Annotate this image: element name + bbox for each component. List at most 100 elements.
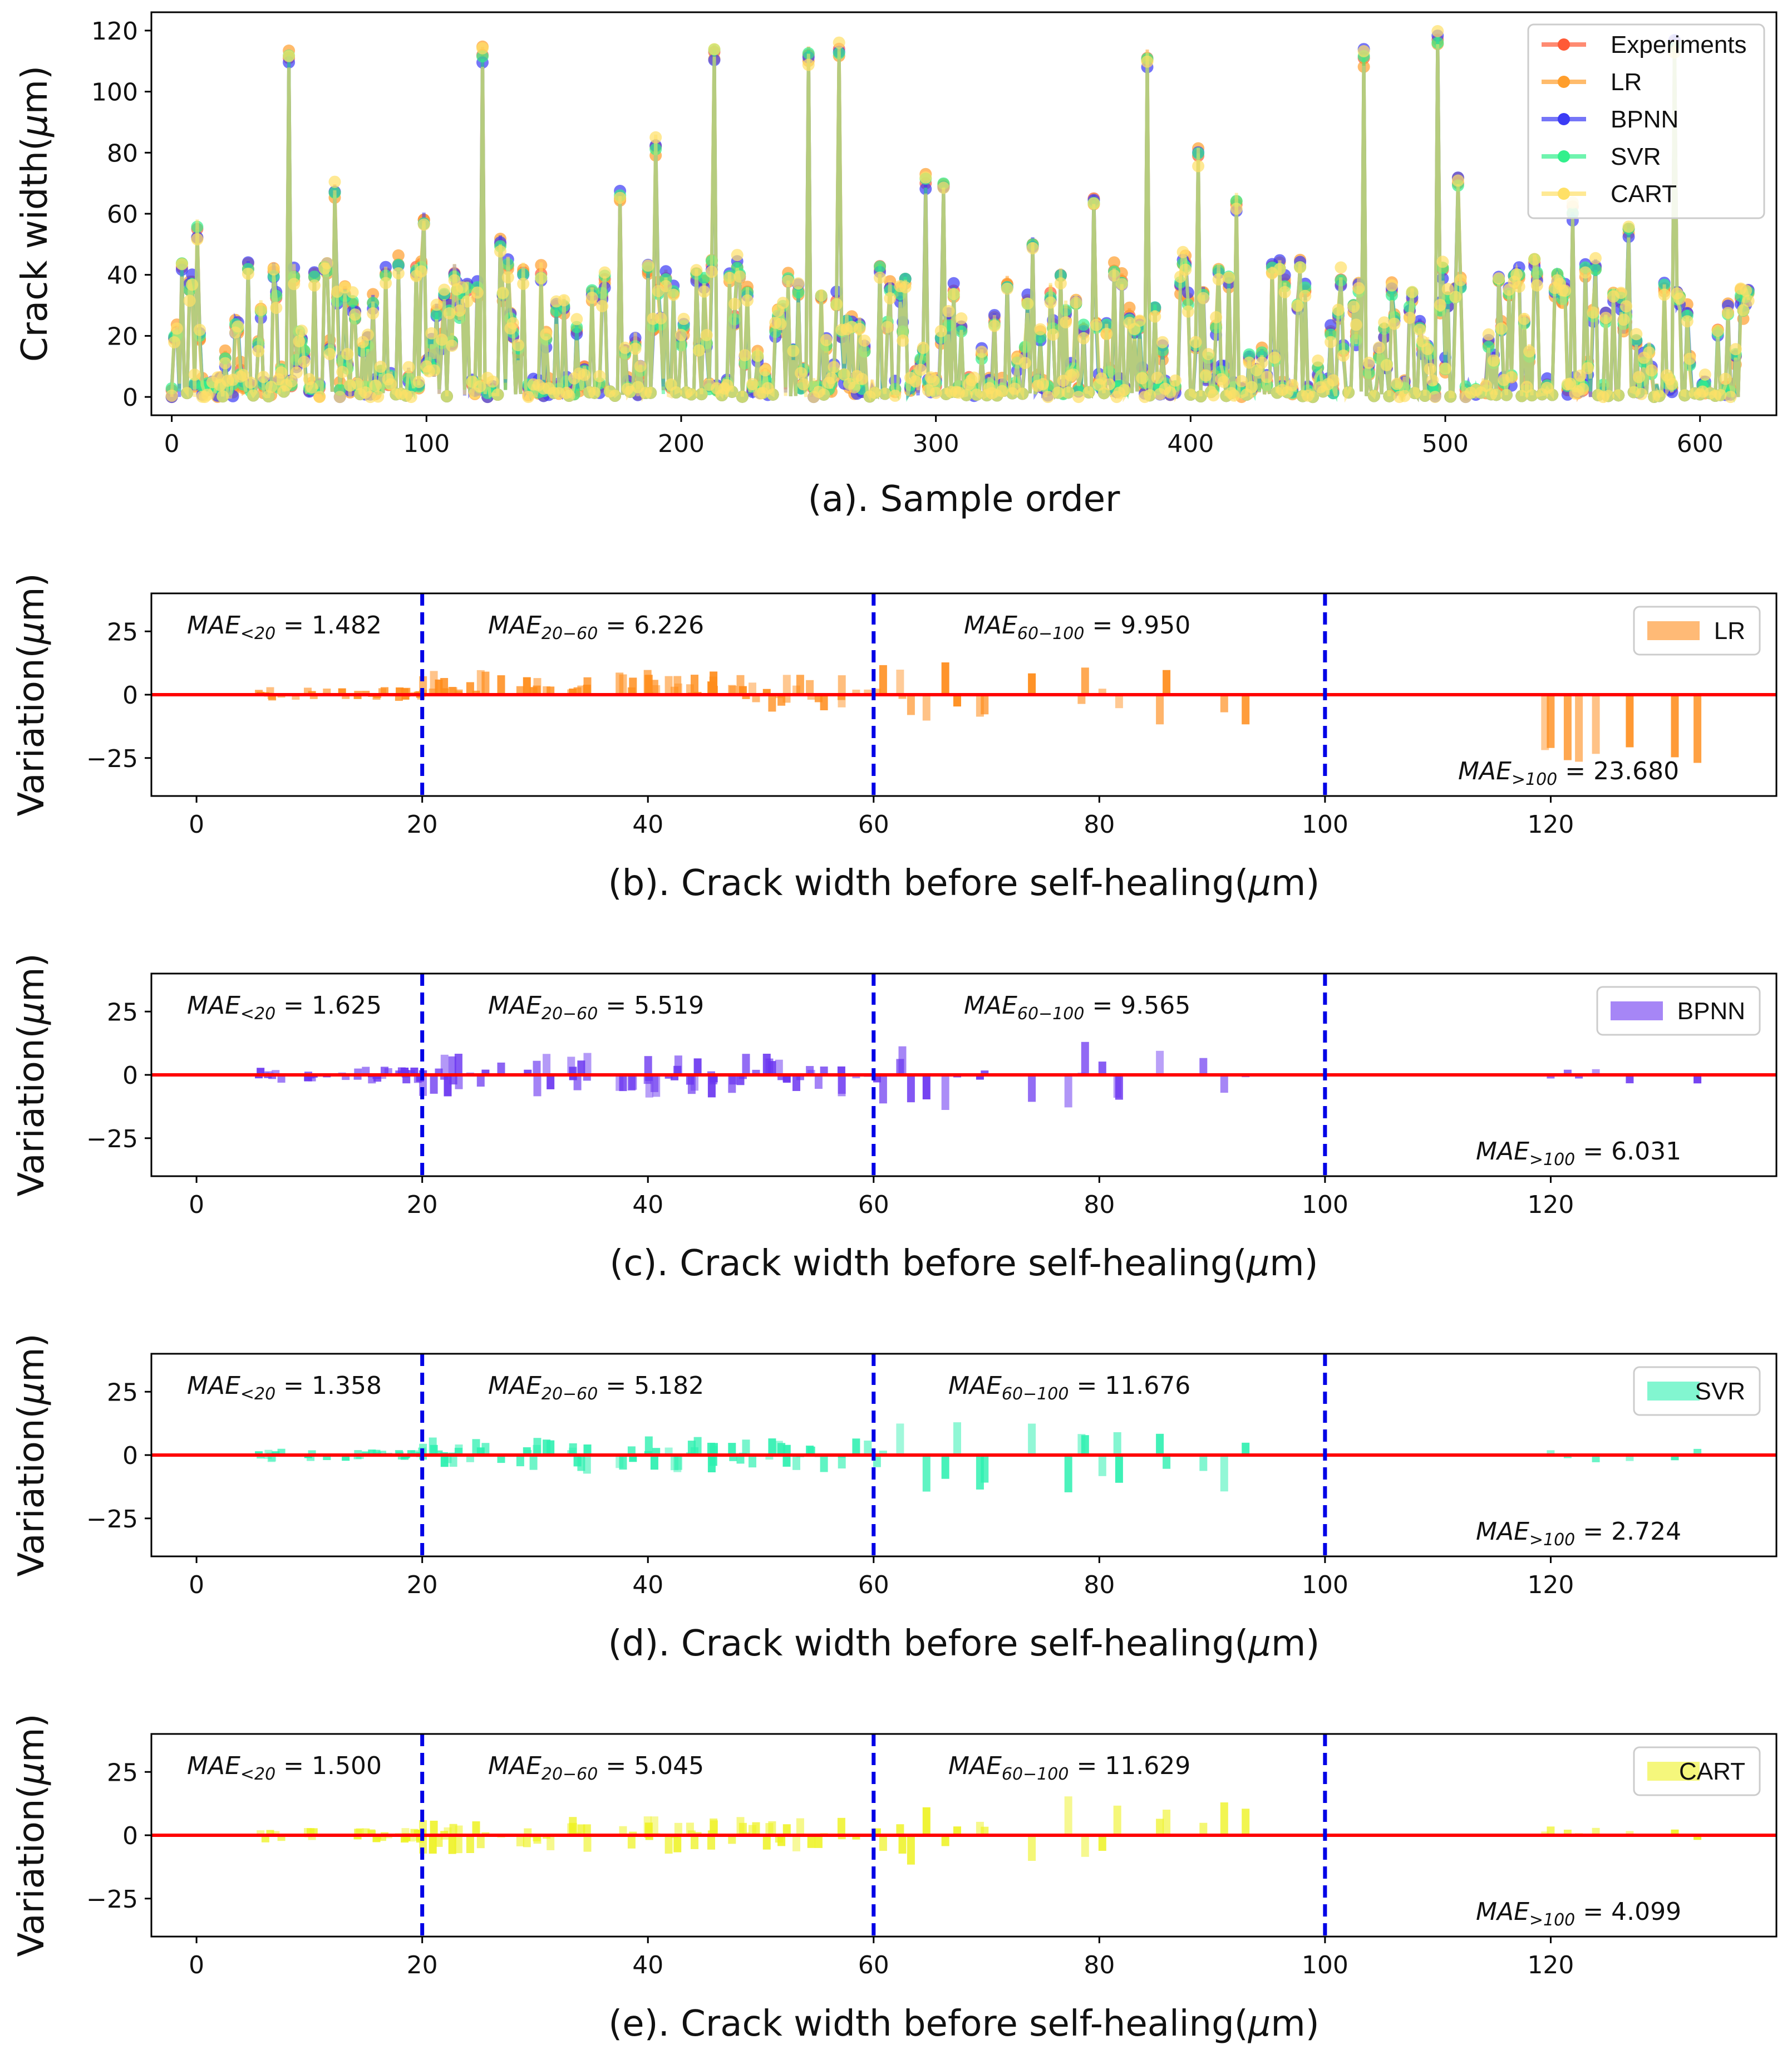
bar [583,1053,592,1075]
data-point [934,325,947,337]
bar [981,1070,989,1075]
data-point [494,245,506,258]
data-point [1579,266,1592,279]
bar [629,1831,637,1835]
bar [953,1826,961,1835]
bar [362,1828,370,1835]
data-point [1149,310,1161,323]
data-point [1614,287,1627,299]
data-point [412,376,425,389]
bar [257,1830,265,1835]
bar [941,1835,949,1846]
bar [814,1075,823,1089]
bar [583,1455,591,1474]
legend-box [1527,23,1765,219]
mae-annotation: MAE>100 = 23.680 [1458,757,1679,789]
bar [372,1075,381,1079]
data-point [1505,371,1518,384]
bar [775,1441,783,1455]
bar [1156,1433,1164,1455]
bar [864,1441,872,1455]
data-point [1169,374,1181,387]
bar [353,1835,362,1840]
data-point [1421,343,1434,355]
data-point [874,271,886,284]
data-point [170,322,183,335]
data-point [1414,323,1426,336]
data-point [1398,390,1411,402]
bar [1081,1435,1089,1455]
y-tick-label: −25 [86,1885,138,1914]
data-point [1325,336,1337,348]
data-point [782,274,795,287]
data-point [675,328,687,341]
bar [671,1075,678,1080]
x-tick-label: 100 [1302,1571,1348,1599]
bar [448,1056,456,1075]
data-point [1184,389,1197,401]
bar [837,695,845,700]
x-tick-label: 40 [632,1571,663,1599]
bar [807,695,815,700]
data-point [563,390,575,402]
bar [472,690,480,695]
data-point [1622,220,1635,233]
bar [1028,1423,1036,1455]
data-point [578,368,591,381]
data-point [942,305,955,317]
y-axis-label: Variation(μm) [11,1714,52,1957]
data-point [1261,371,1273,384]
data-point [1189,336,1202,348]
data-point [402,361,415,374]
data-point [1645,364,1658,377]
bar [873,689,881,695]
bar [583,1835,592,1852]
bar [1113,1805,1121,1835]
bar [264,1455,272,1459]
data-point [1202,348,1215,361]
y-tick-label: 100 [91,78,138,107]
bar [583,677,592,695]
data-point [374,361,387,373]
data-point [855,372,868,385]
bar [1199,1058,1208,1075]
data-point [1431,37,1444,49]
mae-annotation: MAE20−60 = 5.045 [488,1752,704,1784]
bar [362,1451,370,1455]
bar [852,1075,860,1079]
data-point [919,171,932,184]
data-point [1643,346,1656,359]
bar [368,1075,376,1084]
bar [481,1069,490,1075]
bar [353,695,362,699]
bar [257,1068,265,1075]
data-point [1212,273,1225,286]
bar [644,1056,652,1075]
bar [1156,1050,1164,1075]
mae-annotation: MAE60−100 = 9.565 [964,991,1190,1024]
bar [749,1825,756,1835]
bar [268,695,277,701]
data-point [1729,343,1742,356]
bar [372,1449,381,1455]
bar [765,1823,774,1835]
bar [255,1451,263,1455]
bar [267,1455,275,1462]
data-point [669,386,682,399]
data-point [690,264,703,277]
bar [547,1075,555,1089]
bar [1163,1810,1171,1835]
x-tick-label: 40 [632,1951,663,1979]
data-point [937,181,950,194]
bar [378,1451,386,1455]
bar [1064,1075,1072,1108]
x-tick-label: 40 [632,810,663,839]
data-point [1528,253,1541,266]
legend-swatch [1647,1762,1700,1781]
bar [941,1075,949,1110]
bar [953,695,961,707]
x-tick-label: 100 [1302,1951,1348,1979]
bar [1592,1069,1600,1075]
data-point [1589,252,1602,264]
bar [454,691,462,695]
